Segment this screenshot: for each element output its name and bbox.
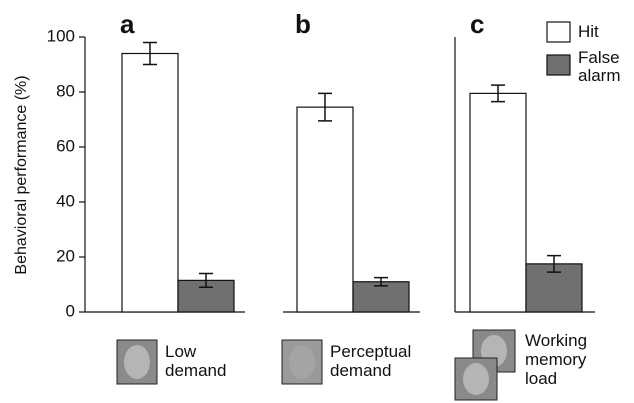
y-tick-label: 80 (56, 81, 75, 100)
legend-label: False alarm (578, 48, 621, 85)
error-bar (547, 254, 561, 273)
face-thumbnails (116, 329, 516, 401)
category-label: Perceptual demand (330, 342, 412, 380)
legend-label: Hit (578, 22, 599, 41)
bar (469, 92, 527, 313)
error-bar (318, 92, 332, 122)
category-label: Low demand (165, 342, 227, 380)
panel-label: b (295, 9, 311, 39)
error-bar (491, 84, 505, 103)
y-tick-label: 0 (66, 301, 75, 320)
legend-swatch (546, 54, 571, 76)
error-bar (374, 276, 388, 287)
panel-label: c (470, 9, 484, 39)
y-tick-label: 100 (47, 26, 75, 45)
category-label: Working memory load (525, 331, 588, 388)
error-bar (143, 41, 157, 66)
error-bar (199, 272, 213, 288)
y-tick-label: 40 (56, 191, 75, 210)
bar (121, 52, 179, 313)
panel-label: a (120, 9, 135, 39)
bar (352, 281, 410, 313)
y-tick-label: 20 (56, 246, 75, 265)
y-axis-label: Behavioral performance (%) (13, 75, 30, 274)
bar (296, 106, 354, 313)
y-tick-label: 60 (56, 136, 75, 155)
legend-swatch (546, 21, 571, 43)
